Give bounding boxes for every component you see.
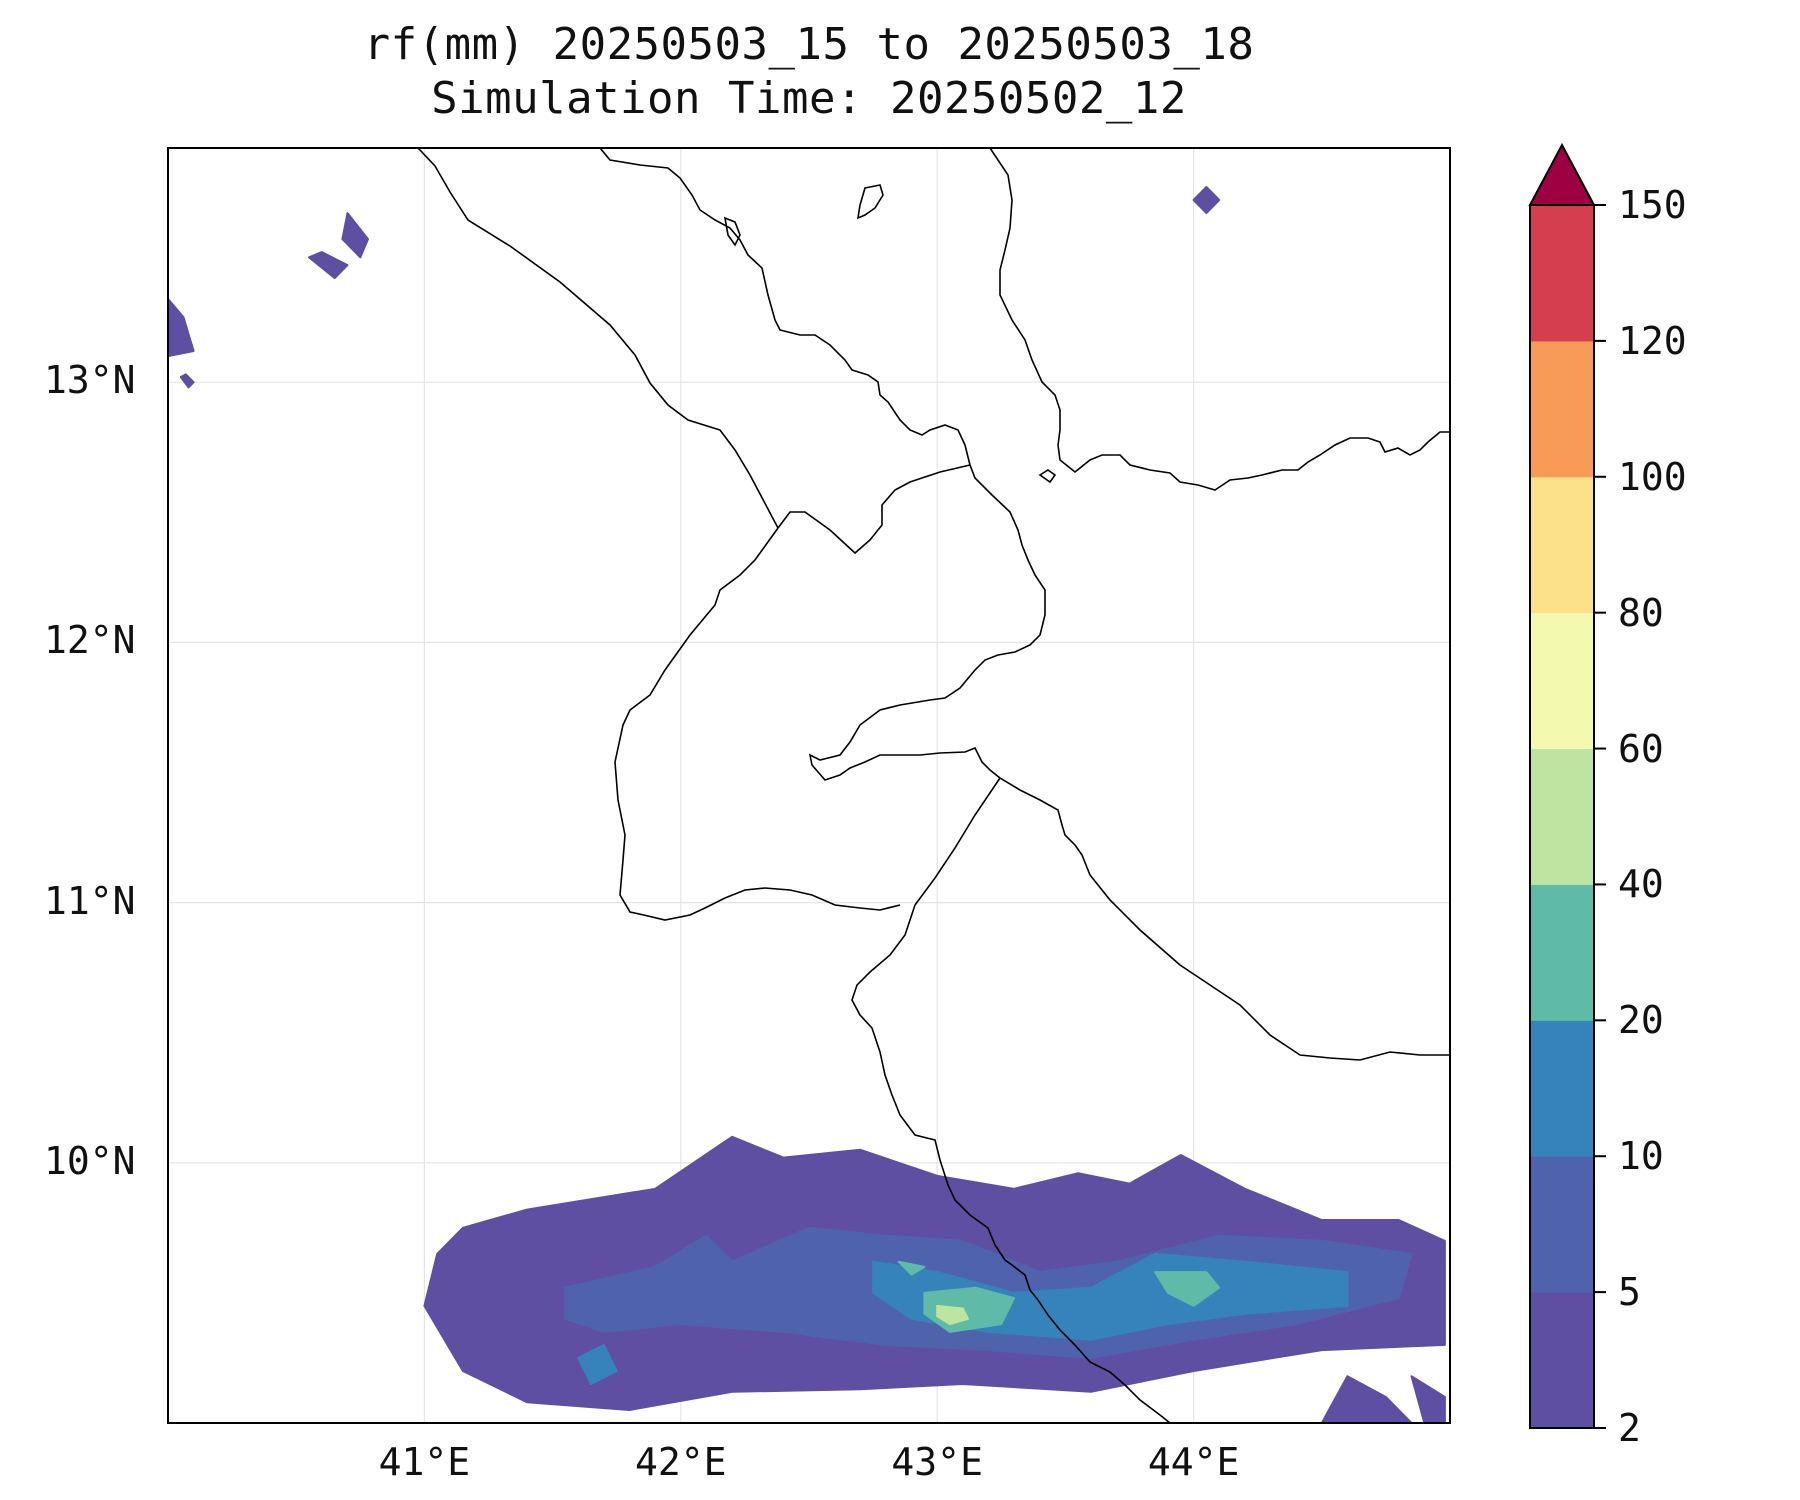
coastline-yemen <box>989 148 1450 491</box>
rain-area-10mm-1 <box>577 1343 618 1385</box>
coastline-red-sea-east <box>599 148 971 466</box>
coastline-red-sea-west <box>417 148 779 529</box>
map-gridlines <box>168 148 1450 1423</box>
colorbar-tick-label: 80 <box>1618 590 1664 635</box>
island-coast-1 <box>856 184 884 220</box>
rain-fill-layer <box>168 186 1446 1423</box>
border-eritrea-djibouti <box>777 464 971 555</box>
colorbar-segment-120 <box>1530 205 1594 342</box>
colorbar-segment-40 <box>1530 748 1594 885</box>
rain-area-2mm-5 <box>179 373 195 389</box>
border-djibouti-somaliland <box>914 777 1001 906</box>
colorbar-segment-60 <box>1530 612 1594 750</box>
coastline-gulf-tadjoura <box>808 464 1046 781</box>
rain-area-2mm-6 <box>1320 1375 1413 1423</box>
map-title: rf(mm) 20250503_15 to 20250503_18 Simula… <box>168 18 1450 126</box>
rain-area-2mm-3 <box>341 212 369 259</box>
title-line-1: rf(mm) 20250503_15 to 20250503_18 <box>363 19 1255 70</box>
rain-area-20mm-2 <box>897 1260 926 1276</box>
rain-area-20mm-1 <box>1154 1271 1221 1307</box>
colorbar-tick-label: 10 <box>1618 1134 1664 1179</box>
lon-tick-label: 41°E <box>378 1440 471 1484</box>
lat-tick-label: 10°N <box>44 1138 136 1183</box>
colorbar-tick-label: 100 <box>1618 454 1687 499</box>
colorbar-segment-10 <box>1530 1020 1594 1157</box>
colorbar-frame <box>1529 204 1595 1429</box>
rain-area-2mm-1 <box>168 297 195 358</box>
lon-tick-label: 44°E <box>1147 1440 1240 1484</box>
rain-area-2mm-7 <box>1410 1375 1446 1423</box>
colorbar-tick-label: 40 <box>1618 862 1664 907</box>
colorbar-tick-label: 20 <box>1618 998 1664 1043</box>
island-coast-3 <box>723 216 741 247</box>
rain-area-2mm-4 <box>1192 186 1221 215</box>
border-ethiopia-somaliland <box>851 904 1171 1423</box>
lat-tick-label: 13°N <box>44 358 136 403</box>
colorbar <box>1528 142 1606 1429</box>
lat-tick-label: 11°N <box>44 878 136 923</box>
lon-tick-label: 43°E <box>891 1440 983 1484</box>
lat-tick-label: 12°N <box>44 618 136 663</box>
coastline-somaliland <box>999 777 1450 1061</box>
colorbar-extend-arrow <box>1528 142 1596 206</box>
rain-area-2mm-2 <box>308 251 349 280</box>
lon-tick-label: 42°E <box>635 1440 727 1484</box>
island-coast-2 <box>1038 469 1057 484</box>
colorbar-tick-label: 2 <box>1618 1406 1641 1450</box>
colorbar-segment-80 <box>1530 476 1594 614</box>
colorbar-segment-2 <box>1530 1292 1594 1429</box>
coastline-layer <box>417 148 1450 1423</box>
colorbar-tick-label: 60 <box>1618 726 1664 771</box>
border-djibouti-ethiopia-west <box>614 527 901 921</box>
colorbar-segment-5 <box>1530 1156 1594 1293</box>
colorbar-tick-label: 5 <box>1618 1270 1641 1315</box>
colorbar-tick-label: 120 <box>1618 318 1687 363</box>
colorbar-segment-100 <box>1530 340 1594 478</box>
colorbar-segment-20 <box>1530 884 1594 1021</box>
map-frame <box>167 147 1451 1424</box>
title-line-2: Simulation Time: 20250502_12 <box>431 73 1187 124</box>
colorbar-tick-label: 150 <box>1618 183 1687 227</box>
rain-area-40mm-0 <box>936 1304 969 1326</box>
